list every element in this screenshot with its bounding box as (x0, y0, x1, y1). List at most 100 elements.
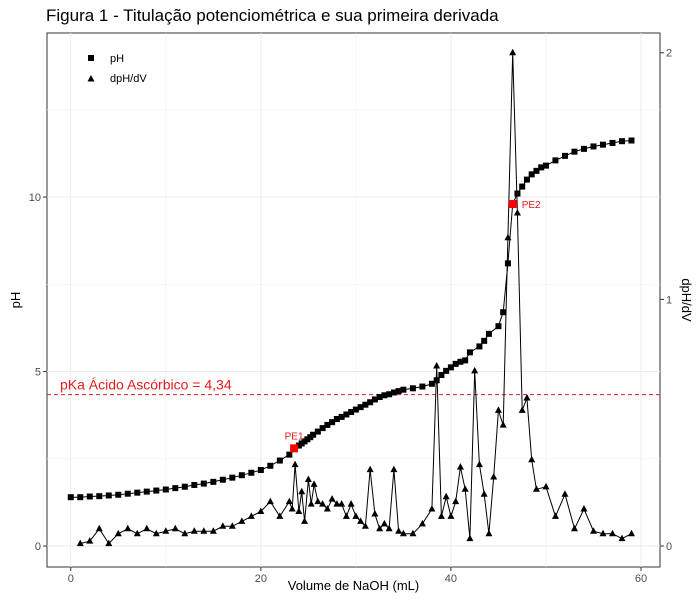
dph-dv-point (385, 524, 393, 532)
dph-dv-point (314, 497, 322, 505)
chart-title: Figura 1 - Titulação potenciométrica e s… (46, 6, 499, 25)
ph-point (381, 392, 388, 399)
x-tick-label: 20 (255, 573, 267, 585)
dph-dv-point (570, 524, 578, 532)
ph-point (452, 360, 459, 367)
y-right-axis-title: dpH/dV (679, 278, 694, 322)
pka-label: pKa Ácido Ascórbico = 4,34 (60, 377, 232, 393)
dph-dv-point (395, 527, 403, 534)
dph-dv-point (433, 361, 441, 369)
pka-reference-line-group: pKa Ácido Ascórbico = 4,34 (47, 377, 660, 396)
dph-dv-point (608, 529, 616, 537)
x-tick-label: 60 (635, 573, 647, 585)
dph-dv-point (532, 485, 540, 492)
dph-dv-point (152, 529, 160, 537)
ph-point (338, 413, 345, 420)
dph-dv-point (288, 505, 296, 512)
ph-point (153, 487, 160, 494)
legend-ph-label: pH (110, 53, 124, 65)
ph-point (542, 162, 549, 169)
dph-dv-point (338, 500, 346, 507)
equivalence-point-pe2 (508, 200, 517, 209)
dph-dv-point (105, 539, 113, 547)
ph-point (115, 491, 122, 498)
dph-dv-point (490, 472, 498, 480)
dph-dv-point (200, 527, 208, 534)
ph-point (514, 190, 521, 197)
ph-point (519, 183, 526, 190)
y-tick-label: 5 (35, 367, 41, 379)
dph-dv-point (518, 406, 526, 413)
dph-dv-point (466, 534, 474, 542)
ph-point (481, 337, 488, 344)
ph-point (143, 488, 150, 495)
dph-dv-point (494, 406, 502, 413)
ph-point (238, 472, 245, 479)
ph-point (628, 137, 635, 144)
ph-point (419, 383, 426, 390)
dph-dv-point (171, 524, 179, 532)
ph-point (495, 323, 502, 330)
dph-dv-point (452, 497, 460, 505)
ph-point (310, 431, 317, 438)
dph-dv-point (307, 500, 315, 507)
ph-point (77, 494, 84, 501)
dph-dv-point (409, 529, 417, 537)
ph-point (200, 480, 207, 487)
ph-point (371, 396, 378, 403)
dph-dv-point (143, 524, 151, 532)
ph-point (443, 367, 450, 374)
dph-dv-point (95, 524, 103, 532)
ph-point (172, 485, 179, 492)
dph-dv-point (361, 522, 369, 529)
ph-point (504, 260, 511, 267)
dph-dv-point (124, 524, 132, 532)
legend: pH dpH/dV (87, 53, 147, 85)
dph-dv-point (504, 233, 512, 241)
dph-dv-point (390, 465, 398, 473)
dph-dv-point (380, 519, 388, 527)
grid-lines (47, 33, 660, 567)
ph-point (124, 490, 131, 497)
panel-border (46, 32, 661, 568)
ph-point (276, 457, 283, 464)
ph-point (528, 171, 535, 178)
ph-point (67, 494, 74, 501)
series-group (67, 48, 635, 547)
axes: 0 20 40 60 0 5 10 0 1 2 Volume de NaOH (mL) pH dpH/d… (8, 48, 694, 593)
dph-dv-point (247, 512, 255, 519)
dph-dv-point (291, 460, 299, 468)
ph-point (552, 157, 559, 164)
dph-dv-point (437, 512, 445, 519)
dph-dv-point (76, 539, 84, 547)
ph-point (367, 399, 374, 406)
dph-dv-point (471, 366, 479, 374)
dph-dv-point (418, 519, 426, 527)
dph-dv-point (499, 421, 507, 428)
ph-point (267, 462, 274, 469)
equivalence-points-group: PE1 PE2 (285, 200, 541, 453)
y-right-tick-label: 1 (666, 294, 672, 306)
dph-dv-point (561, 490, 569, 497)
dph-dv-point (319, 500, 327, 507)
dph-dv-point (399, 529, 407, 537)
dph-dv-point (513, 209, 521, 216)
legend-dphdv-marker (87, 75, 95, 82)
ph-point (561, 152, 568, 159)
x-axis-title: Volume de NaOH (mL) (288, 578, 420, 593)
ph-point (599, 141, 606, 148)
dph-dv-point (480, 490, 488, 497)
ph-point (329, 419, 336, 426)
dph-dv-point (357, 517, 365, 524)
dph-dv-point (371, 509, 379, 517)
legend-dphdv-label: dpH/dV (110, 73, 147, 85)
ph-point (571, 148, 578, 155)
ph-point (257, 466, 264, 473)
ph-point (438, 372, 445, 379)
dph-dv-point (428, 505, 436, 512)
dph-dv-point (219, 522, 227, 529)
ph-point (96, 493, 103, 500)
dph-dv-point (114, 529, 122, 537)
ph-point (210, 478, 217, 485)
dph-dv-point (257, 507, 265, 515)
